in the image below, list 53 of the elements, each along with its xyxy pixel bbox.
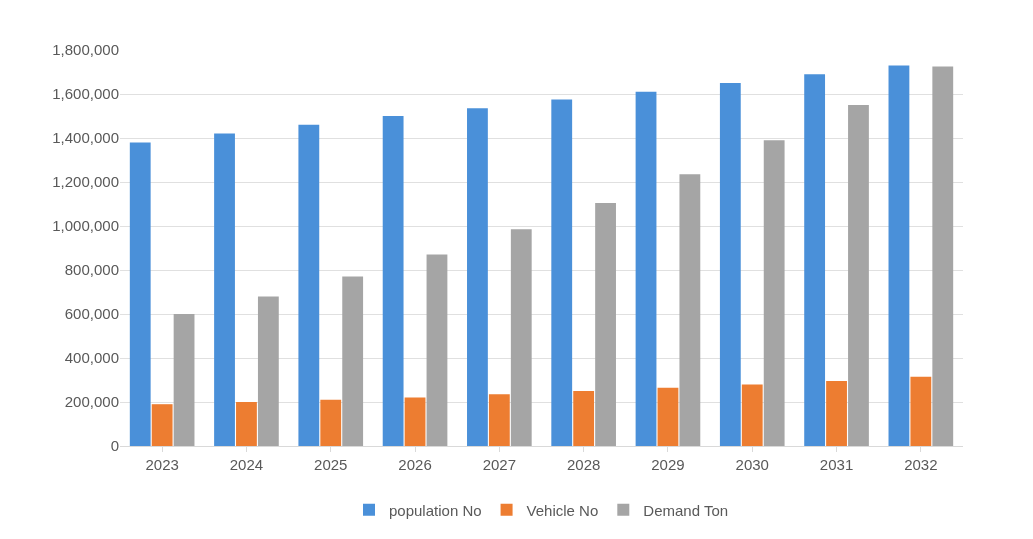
y-tick-label: 1,800,000 xyxy=(52,41,119,59)
bar xyxy=(741,384,763,446)
legend-label: Demand Ton xyxy=(643,501,729,519)
bar xyxy=(679,174,701,446)
bar xyxy=(848,105,869,446)
y-tick-label: 400,000 xyxy=(64,349,119,367)
x-tick-label: 2024 xyxy=(229,456,264,473)
bar xyxy=(910,376,932,446)
x-tick-label: 2028 xyxy=(566,456,601,473)
x-tick-label: 2025 xyxy=(314,456,348,473)
y-tick-label: 1,200,000 xyxy=(52,173,119,191)
bar xyxy=(151,404,173,446)
y-tick-label: 1,600,000 xyxy=(52,85,119,103)
bar xyxy=(426,254,448,446)
bar xyxy=(467,108,488,446)
bar xyxy=(510,229,532,446)
legend-label: Vehicle No xyxy=(526,501,599,519)
bar xyxy=(214,133,235,446)
y-tick-label: 600,000 xyxy=(64,305,119,323)
bar xyxy=(763,140,785,446)
x-tick-label: 2029 xyxy=(651,456,685,473)
bar xyxy=(236,402,257,446)
bar xyxy=(129,142,151,446)
bar xyxy=(551,99,573,446)
bar xyxy=(320,399,342,446)
bar xyxy=(826,381,847,446)
bar xyxy=(719,83,741,446)
y-tick-label: 800,000 xyxy=(64,261,119,279)
bar xyxy=(888,65,910,446)
x-tick-label: 2032 xyxy=(904,456,938,473)
x-tick-label: 2031 xyxy=(819,456,854,473)
y-tick-label: 200,000 xyxy=(64,393,119,411)
x-tick-label: 2030 xyxy=(735,456,769,473)
bar xyxy=(932,66,954,446)
bar xyxy=(382,116,404,446)
bar xyxy=(257,296,279,446)
y-tick-label: 0 xyxy=(110,437,119,455)
bar xyxy=(298,124,320,446)
bar xyxy=(342,276,364,446)
bar xyxy=(804,74,826,446)
x-tick-label: 2026 xyxy=(398,456,432,473)
x-tick-label: 2023 xyxy=(145,456,179,473)
bar xyxy=(657,387,679,446)
y-tick-label: 1,000,000 xyxy=(52,217,119,235)
bar xyxy=(635,91,657,446)
y-tick-label: 1,400,000 xyxy=(52,129,119,147)
bar xyxy=(573,391,595,446)
legend-label: population No xyxy=(389,501,482,519)
bar xyxy=(488,394,510,446)
bar xyxy=(595,202,616,446)
bar xyxy=(173,314,195,446)
bar xyxy=(404,397,426,446)
x-tick-label: 2027 xyxy=(482,456,517,473)
